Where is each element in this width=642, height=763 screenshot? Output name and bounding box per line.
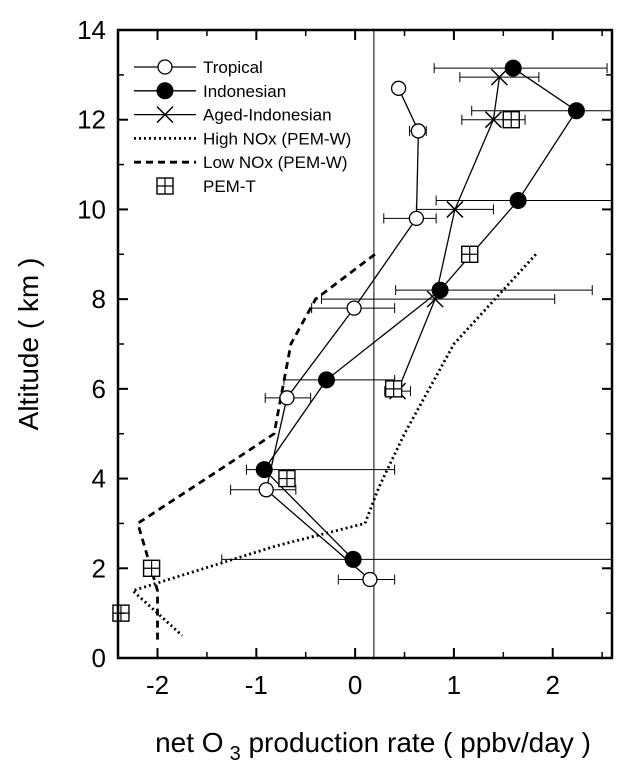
y-tick-label: 0 xyxy=(92,643,106,673)
legend-marker-indonesian xyxy=(156,82,174,100)
indonesian-point xyxy=(255,461,273,479)
boxed-plus-cross xyxy=(278,470,295,487)
indonesian-point xyxy=(344,550,362,568)
x-tick-label: 1 xyxy=(447,670,461,700)
legend-marker-aged-indonesian xyxy=(156,106,174,124)
indonesian-point xyxy=(431,281,449,299)
y-tick-label: 12 xyxy=(77,105,106,135)
legend-label-high-nox-pem-w: High NOx (PEM-W) xyxy=(203,129,351,148)
indonesian-point xyxy=(567,102,585,120)
tropical-point xyxy=(346,300,362,316)
plot-area-frame xyxy=(116,28,614,660)
y-tick-label: 2 xyxy=(92,553,106,583)
boxed-plus-cross xyxy=(385,380,402,397)
legend-label-pem-t: PEM-T xyxy=(203,177,256,196)
marker-layer xyxy=(112,59,585,622)
indonesian-error-bar xyxy=(221,554,613,565)
axis-ticks xyxy=(118,29,612,659)
aged-indonesian-point xyxy=(490,68,508,86)
legend-label-indonesian: Indonesian xyxy=(203,82,286,101)
legend-label-low-nox-pem-w: Low NOx (PEM-W) xyxy=(203,153,348,172)
tropical-point xyxy=(258,482,274,498)
pem-t-point xyxy=(461,245,479,263)
x-tick-label: -2 xyxy=(146,670,169,700)
indonesian-error-bar xyxy=(471,105,613,116)
boxed-plus-cross xyxy=(461,246,478,263)
x-tick-label: 2 xyxy=(545,670,559,700)
high-nox-pem-w-line xyxy=(130,253,537,637)
pem-t-point xyxy=(278,469,296,488)
tropical-point xyxy=(279,390,295,406)
x-axis-title: net O 3 production rate ( ppbv/day ) xyxy=(155,727,591,763)
x-axis-title-prefix: net O xyxy=(155,727,223,758)
aged-indonesian-point xyxy=(446,200,464,218)
boxed-plus-cross xyxy=(157,178,173,194)
pem-t-point xyxy=(384,380,403,398)
tropical-point xyxy=(390,80,407,96)
legend-label-aged-indonesian: Aged-Indonesian xyxy=(203,106,332,125)
y-tick-label: 4 xyxy=(92,464,106,494)
tropical-point xyxy=(408,210,425,227)
y-tick-label: 8 xyxy=(92,284,106,314)
y-tick-label: 6 xyxy=(92,374,106,404)
legend-marker-pem-t xyxy=(156,177,174,195)
low-nox-pem-w-line xyxy=(136,253,376,641)
x-axis-title-suffix: production rate ( ppbv/day ) xyxy=(241,727,591,758)
boxed-plus-cross xyxy=(143,560,160,577)
y-axis-title: Altitude ( km ) xyxy=(13,258,44,431)
indonesian-point xyxy=(317,371,335,389)
aged-indonesian-line xyxy=(396,77,501,392)
aged-indonesian-point xyxy=(426,290,444,308)
x-tick-label: 0 xyxy=(348,670,362,700)
pem-t-point xyxy=(502,111,520,129)
tropical-point xyxy=(410,123,427,139)
indonesian-point xyxy=(504,59,522,77)
legend-marker-tropical xyxy=(157,59,173,75)
legend-label-tropical: Tropical xyxy=(203,58,263,77)
y-tick-label: 10 xyxy=(77,194,106,224)
x-tick-label: -1 xyxy=(245,670,268,700)
pem-t-point xyxy=(142,559,161,577)
indonesian-error-bar xyxy=(395,285,593,296)
legend: Tropical Indonesian Aged-Indonesian High NO… xyxy=(134,58,351,196)
y-tick-label: 14 xyxy=(77,15,106,45)
aged-indonesian-point xyxy=(484,111,502,129)
boxed-plus-cross xyxy=(503,111,520,128)
indonesian-point xyxy=(509,191,527,209)
tropical-point xyxy=(362,571,378,588)
x-axis-title-subscript: 3 xyxy=(230,743,241,763)
